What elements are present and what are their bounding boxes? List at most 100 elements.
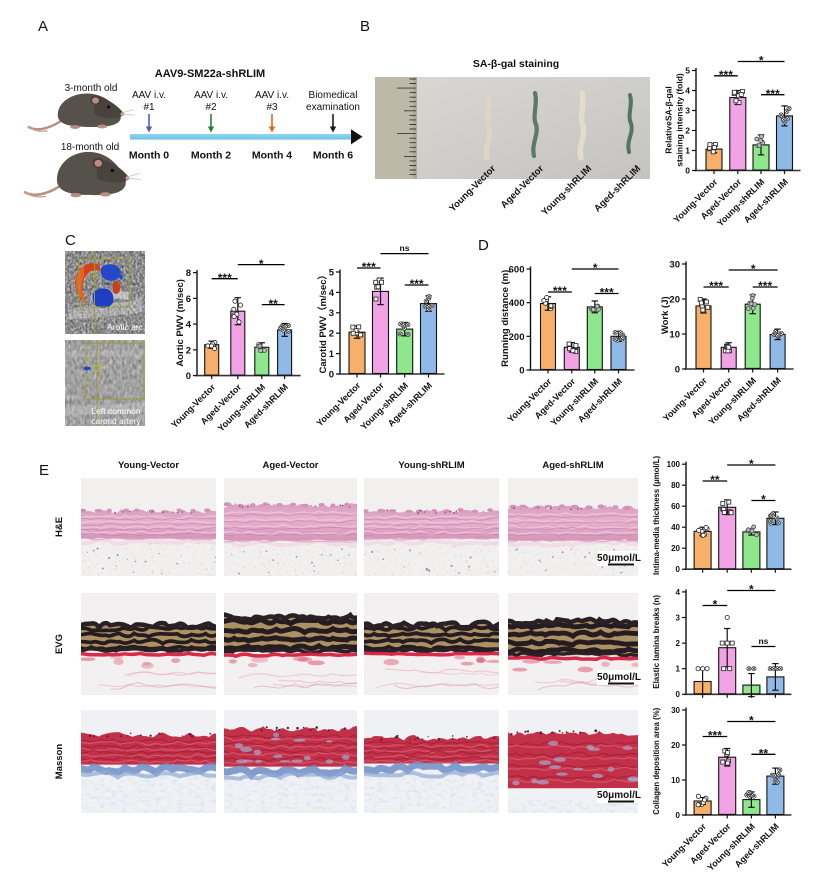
svg-text:Young-Vector: Young-Vector <box>118 460 179 471</box>
svg-text:10: 10 <box>671 776 680 785</box>
svg-text:***: *** <box>553 284 567 298</box>
svg-text:4: 4 <box>186 320 192 331</box>
svg-text:Intima-media thickness (μmol/L: Intima-media thickness (μmol/L) <box>652 455 661 575</box>
svg-text:5: 5 <box>329 267 335 278</box>
svg-text:200: 200 <box>509 332 525 343</box>
svg-text:Month 4: Month 4 <box>252 150 292 162</box>
svg-text:600: 600 <box>509 264 525 275</box>
svg-text:0: 0 <box>676 811 681 820</box>
svg-text:**: ** <box>269 297 279 311</box>
svg-text:Work (J): Work (J) <box>660 296 671 334</box>
svg-text:2: 2 <box>676 639 681 648</box>
svg-text:1: 1 <box>685 146 690 156</box>
svg-text:*: * <box>751 262 756 276</box>
svg-text:5: 5 <box>685 66 690 76</box>
svg-text:40: 40 <box>671 523 680 532</box>
svg-text:8: 8 <box>186 268 191 279</box>
svg-text:AAV i.v.: AAV i.v. <box>255 90 289 101</box>
svg-text:3: 3 <box>329 308 334 319</box>
svg-text:3-month old: 3-month old <box>65 83 118 94</box>
svg-text:4: 4 <box>329 288 335 299</box>
svg-text:30: 30 <box>669 259 680 270</box>
svg-text:100: 100 <box>667 460 681 469</box>
svg-text:Masson: Masson <box>54 744 65 780</box>
svg-text:*: * <box>259 257 264 271</box>
svg-text:4: 4 <box>685 86 690 96</box>
svg-text:C: C <box>65 232 76 249</box>
svg-text:400: 400 <box>509 298 525 309</box>
svg-text:RelativeSA-β-gal: RelativeSA-β-gal <box>664 86 674 154</box>
svg-text:#3: #3 <box>266 102 278 113</box>
svg-text:20: 20 <box>671 741 680 750</box>
svg-text:60: 60 <box>671 502 680 511</box>
svg-text:80: 80 <box>671 481 680 490</box>
svg-text:Collagen deposition area (%): Collagen deposition area (%) <box>652 707 661 814</box>
svg-text:***: *** <box>362 260 376 274</box>
svg-text:Aged-Vector: Aged-Vector <box>263 460 319 471</box>
svg-text:carotid artery: carotid artery <box>91 416 141 426</box>
svg-text:0: 0 <box>519 365 524 376</box>
svg-text:SA-β-gal staining: SA-β-gal staining <box>473 58 559 70</box>
svg-text:E: E <box>39 462 49 479</box>
svg-text:*: * <box>761 493 766 507</box>
svg-text:#2: #2 <box>205 102 217 113</box>
svg-text:*: * <box>749 457 754 471</box>
svg-text:1: 1 <box>676 665 681 674</box>
svg-text:0: 0 <box>676 690 681 699</box>
svg-text:**: ** <box>710 473 720 487</box>
svg-text:20: 20 <box>669 294 680 305</box>
svg-text:Carotid PWV（m/sec）: Carotid PWV（m/sec） <box>317 270 329 373</box>
svg-text:50μmol/L: 50μmol/L <box>597 553 641 564</box>
svg-text:D: D <box>478 237 489 254</box>
svg-text:***: *** <box>708 729 722 743</box>
svg-text:30: 30 <box>671 706 680 715</box>
svg-text:B: B <box>360 18 370 35</box>
svg-text:#1: #1 <box>143 102 155 113</box>
svg-text:***: *** <box>709 279 723 293</box>
svg-text:Aortic PWV (m/sec): Aortic PWV (m/sec) <box>175 279 186 367</box>
svg-text:AAV i.v.: AAV i.v. <box>132 90 166 101</box>
svg-text:AAV i.v.: AAV i.v. <box>194 90 228 101</box>
svg-text:Aged-shRLIM: Aged-shRLIM <box>542 460 603 471</box>
svg-text:ns: ns <box>400 243 410 253</box>
svg-text:***: *** <box>410 277 424 291</box>
svg-text:6: 6 <box>186 294 191 305</box>
svg-text:*: * <box>759 54 764 68</box>
svg-text:AAV9-SM22a-shRLIM: AAV9-SM22a-shRLIM <box>155 68 265 80</box>
svg-text:***: *** <box>719 68 733 82</box>
svg-text:EVG: EVG <box>54 634 65 654</box>
svg-text:0: 0 <box>676 565 681 574</box>
svg-text:2: 2 <box>329 329 334 340</box>
svg-text:*: * <box>713 598 718 612</box>
svg-text:Left common: Left common <box>91 406 140 416</box>
svg-text:***: *** <box>600 286 614 300</box>
svg-text:20: 20 <box>671 544 680 553</box>
svg-text:Month 2: Month 2 <box>191 150 231 162</box>
svg-text:4: 4 <box>676 588 681 597</box>
svg-text:*: * <box>749 583 754 597</box>
svg-text:Biomedical: Biomedical <box>309 90 358 101</box>
svg-text:***: *** <box>758 279 772 293</box>
svg-text:staining intensity (fold): staining intensity (fold) <box>675 73 685 167</box>
svg-text:0: 0 <box>675 364 680 375</box>
svg-text:Month 6: Month 6 <box>313 150 353 162</box>
svg-text:50μmol/L: 50μmol/L <box>597 790 641 801</box>
svg-text:0: 0 <box>186 371 191 382</box>
svg-text:2: 2 <box>186 345 191 356</box>
svg-text:***: *** <box>218 271 232 285</box>
svg-text:*: * <box>593 261 598 275</box>
svg-text:Running distance (m): Running distance (m) <box>500 270 511 367</box>
svg-text:3: 3 <box>685 106 690 116</box>
svg-text:**: ** <box>759 747 769 761</box>
svg-text:0: 0 <box>685 166 690 176</box>
svg-text:1: 1 <box>329 349 335 360</box>
svg-text:3: 3 <box>676 613 681 622</box>
svg-text:A: A <box>38 18 48 35</box>
svg-text:Elastic lamina breaks (n): Elastic lamina breaks (n) <box>652 595 661 689</box>
svg-text:0: 0 <box>329 369 334 380</box>
svg-text:50μmol/L: 50μmol/L <box>597 672 641 683</box>
svg-text:***: *** <box>766 87 780 101</box>
svg-text:Arotic arc: Arotic arc <box>107 322 144 332</box>
svg-text:Young-shRLIM: Young-shRLIM <box>398 460 464 471</box>
svg-text:10: 10 <box>669 329 680 340</box>
